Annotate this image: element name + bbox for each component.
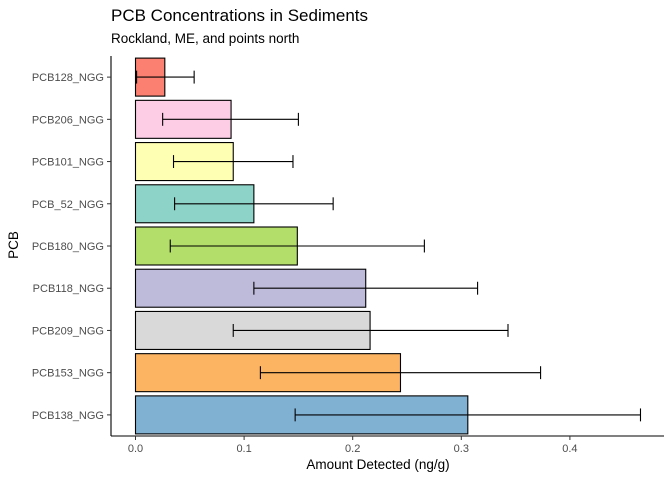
x-axis-title: Amount Detected (ng/g) [306,457,449,472]
chart-subtitle: Rockland, ME, and points north [111,31,299,46]
y-tick-label: PCB209_NGG [32,325,104,337]
y-tick-label: PCB206_NGG [32,114,104,126]
y-tick-label: PCB101_NGG [32,157,104,169]
y-tick-label: PCB128_NGG [32,72,104,84]
x-tick-label: 0.0 [128,443,143,455]
y-tick-label: PCB153_NGG [32,368,104,380]
y-tick-label: PCB138_NGG [32,410,104,422]
plot-area: PCB138_NGG PCB153_NGG PCB209_NGG PCB118_NGG… [32,56,664,455]
x-tick-label: 0.2 [345,443,360,455]
chart-title: PCB Concentrations in Sediments [111,6,368,25]
x-tick-label: 0.3 [454,443,469,455]
x-tick-label: 0.1 [236,443,251,455]
y-tick-label: PCB_52_NGG [32,199,104,211]
y-tick-label: PCB118_NGG [33,283,104,295]
y-tick-label: PCB180_NGG [32,241,104,253]
y-axis-title: PCB [6,231,21,259]
x-tick-label: 0.4 [562,443,577,455]
